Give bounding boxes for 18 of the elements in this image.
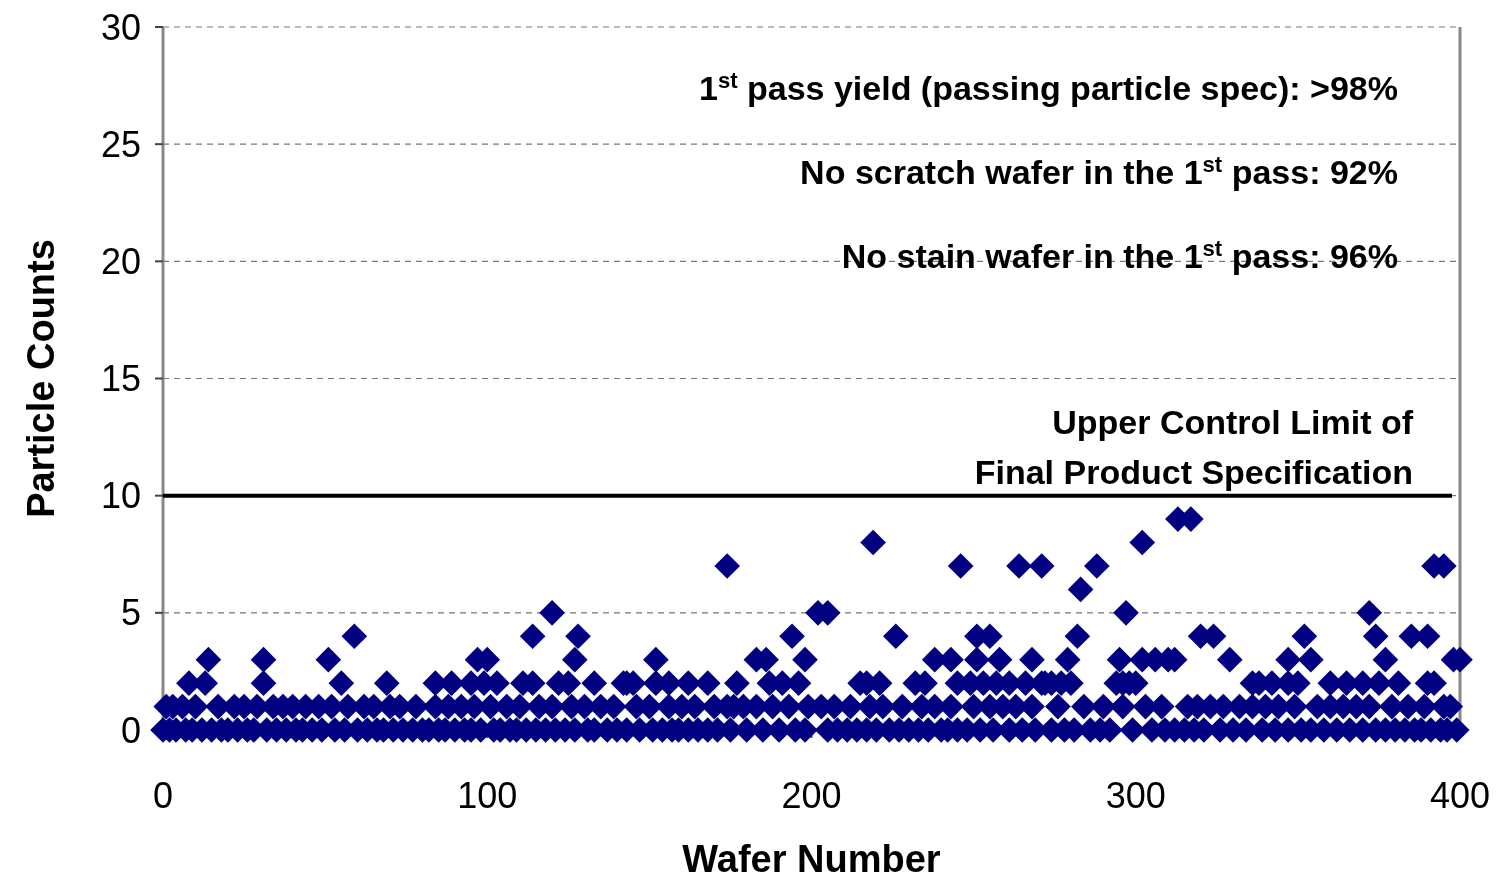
x-tick-label: 0 <box>152 775 174 816</box>
x-tick-label: 100 <box>457 775 518 816</box>
annotation: No scratch wafer in the 1$^{st}$ pass: 92% <box>800 151 1398 191</box>
y-tick-label: 5 <box>120 592 141 634</box>
annotation: 1$^{st}$ pass yield (passing particle spec): >98% <box>698 67 1398 107</box>
y-tick-label: 0 <box>120 709 141 751</box>
y-tick-label: 10 <box>100 475 141 517</box>
x-tick-label: 300 <box>1105 775 1166 816</box>
annotation: No stain wafer in the 1$^{st}$ pass: 96% <box>841 235 1398 275</box>
ref-line-label: Upper Control Limit of Final Product Specification <box>974 402 1414 491</box>
y-axis-title: Particle Counts <box>20 239 62 518</box>
x-tick-label: 200 <box>781 775 842 816</box>
x-tick-label: 400 <box>1429 775 1491 816</box>
y-tick-label: 20 <box>100 240 141 282</box>
y-tick-label: 15 <box>100 358 141 400</box>
y-tick-label: 25 <box>100 123 141 165</box>
y-tick-label: 30 <box>100 6 141 48</box>
x-axis-title: Wafer Number <box>682 838 941 880</box>
